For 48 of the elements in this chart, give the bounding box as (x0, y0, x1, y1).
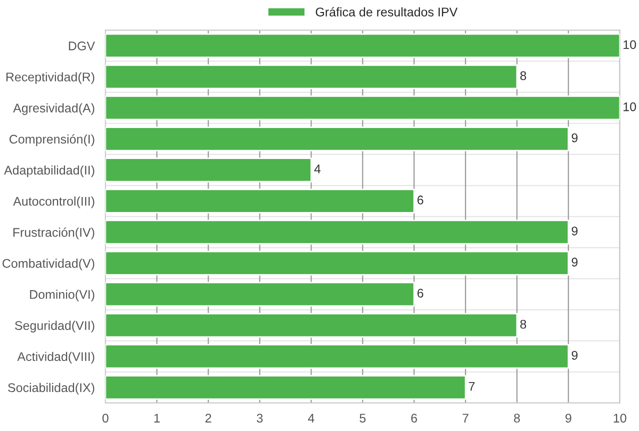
y-tick-label: Adaptabilidad(II) (4, 165, 94, 178)
x-tick-label: 1 (154, 414, 160, 422)
bar (105, 33, 620, 58)
data-label: 9 (572, 350, 578, 360)
x-tick-label: 6 (411, 414, 417, 423)
bar (105, 250, 570, 276)
y-tick-label: Receptividad(R) (6, 72, 94, 84)
x-tick-label: 2 (205, 414, 212, 422)
y-tick-label: Autocontrol(III) (13, 196, 94, 208)
y-tick-label: Dominio(VI) (30, 290, 94, 302)
bar (105, 220, 570, 244)
y-tick-label: Seguridad(VII) (14, 320, 94, 332)
y-tick-label: Sociabilidad(IX) (8, 382, 94, 395)
data-label: 4 (314, 164, 321, 174)
data-label: 9 (572, 258, 578, 267)
data-label: 10 (624, 102, 636, 112)
bar (105, 158, 312, 182)
bar (105, 188, 415, 214)
x-tick-label: 10 (614, 414, 626, 423)
data-label: 10 (624, 40, 636, 50)
data-label: 6 (417, 288, 424, 298)
bar (105, 282, 415, 307)
x-tick-label: 8 (514, 414, 520, 423)
legend-label: Gráfica de resultados IPV (316, 7, 458, 16)
x-tick-label: 9 (566, 414, 572, 423)
data-label: 7 (468, 382, 475, 391)
bar (105, 312, 518, 338)
bar (105, 64, 518, 90)
y-tick-label: Actividad(VIII) (17, 352, 94, 364)
y-tick-label: Combatividad(V) (2, 258, 94, 270)
y-tick-label: Comprensión(I) (10, 134, 94, 146)
x-tick-label: 5 (360, 414, 366, 423)
data-label: 6 (417, 196, 424, 204)
y-tick-label: Frustración(IV) (13, 228, 94, 240)
x-tick-label: 7 (462, 414, 468, 422)
y-tick-label: Agresividad(A) (13, 103, 94, 115)
bar (105, 344, 570, 369)
y-tick-label: DGV (68, 42, 95, 50)
x-tick-label: 3 (256, 414, 263, 423)
data-label: 8 (520, 71, 526, 80)
data-label: 9 (572, 133, 578, 142)
bar (105, 375, 466, 400)
x-tick-label: 0 (102, 414, 108, 423)
data-label: 9 (572, 226, 578, 236)
data-label: 8 (520, 320, 526, 329)
bar (105, 126, 570, 152)
bar (105, 95, 620, 120)
x-tick-label: 4 (308, 414, 314, 422)
